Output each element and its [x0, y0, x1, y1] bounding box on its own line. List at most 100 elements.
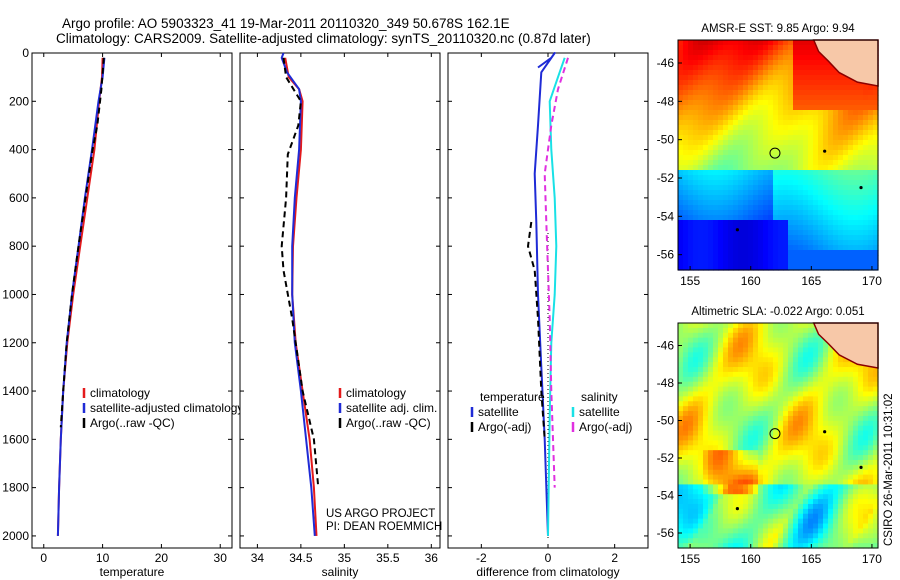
sst-cell	[718, 255, 724, 261]
sla-cell	[763, 538, 769, 544]
sla-cell	[708, 347, 714, 353]
sst-cell	[738, 60, 744, 66]
sst-cell	[778, 240, 784, 246]
sla-cell	[758, 450, 764, 456]
sla-cell	[688, 386, 694, 393]
sst-cell	[728, 65, 734, 71]
sst-cell	[768, 225, 774, 231]
sla-cell	[683, 342, 689, 349]
sst-cell	[708, 265, 714, 271]
sla-cell	[808, 440, 814, 446]
sst-cell	[778, 200, 784, 206]
sst-cell	[858, 120, 864, 126]
sst-cell	[783, 255, 789, 261]
sla-cell	[863, 508, 869, 515]
sst-cell	[733, 230, 739, 236]
sst-cell	[783, 195, 789, 201]
sla-cell	[743, 474, 749, 481]
sla-cell	[693, 323, 699, 329]
sla-cell	[793, 332, 799, 339]
sla-cell	[833, 367, 839, 373]
sla-cell	[728, 391, 734, 397]
sst-cell	[748, 155, 754, 161]
sla-cell	[703, 327, 709, 334]
sst-cell	[718, 265, 724, 271]
sst-cell	[793, 240, 799, 246]
sst-cell	[788, 55, 794, 61]
sla-cell	[793, 381, 799, 388]
sst-cell	[758, 200, 764, 206]
sst-cell	[838, 180, 844, 186]
sla-cell	[753, 430, 759, 437]
sla-cell	[718, 367, 724, 373]
sst-cell	[748, 245, 754, 251]
sla-cell	[758, 371, 764, 378]
sla-cell	[718, 435, 724, 441]
sst-cell	[778, 205, 784, 211]
sla-cell	[693, 425, 699, 432]
sst-cell	[683, 195, 689, 201]
sla-cell	[763, 362, 769, 368]
sst-cell	[723, 180, 729, 186]
sla-cell	[823, 543, 829, 549]
sst-cell	[838, 145, 844, 151]
sst-cell	[763, 145, 769, 151]
sst-cell	[768, 100, 774, 106]
sst-cell	[703, 100, 709, 106]
sst-cell	[868, 180, 874, 186]
sla-cell	[698, 459, 704, 466]
sla-cell	[783, 396, 789, 402]
sst-cell	[783, 175, 789, 181]
sla-cell	[688, 528, 694, 534]
sla-cell	[698, 425, 704, 432]
sst-cell	[853, 175, 859, 181]
sst-cell	[783, 210, 789, 216]
sla-cell	[703, 347, 709, 353]
sla-cell	[803, 450, 809, 456]
sla-cell	[858, 435, 864, 441]
sla-cell	[818, 342, 824, 349]
sla-cell	[748, 367, 754, 373]
sla-cell	[818, 538, 824, 544]
sla-cell	[758, 479, 764, 486]
sla-cell	[748, 415, 754, 422]
sla-cell	[833, 484, 839, 490]
sla-cell	[733, 347, 739, 353]
sst-cell	[713, 75, 719, 81]
sla-cell	[848, 367, 854, 373]
sst-cell	[703, 230, 709, 236]
sla-cell	[798, 367, 804, 373]
sst-cell	[833, 245, 839, 251]
sst-cell	[873, 235, 879, 241]
sst-cell	[748, 140, 754, 146]
sla-cell	[828, 464, 834, 471]
sla-cell	[808, 513, 814, 520]
sla-cell	[718, 406, 724, 412]
sla-cell	[743, 499, 749, 505]
sla-cell	[833, 445, 839, 451]
sst-cell	[758, 100, 764, 106]
temperature-ytick-label: 2000	[2, 529, 29, 543]
sst-cell	[683, 190, 689, 196]
sla-cell	[698, 415, 704, 422]
sst-cell	[743, 125, 749, 131]
sst-cell	[718, 215, 724, 221]
sst-cell	[763, 140, 769, 146]
sla-cell	[818, 459, 824, 466]
sst-cell	[843, 165, 849, 171]
sst-cell	[678, 145, 684, 151]
sla-cell	[833, 533, 839, 539]
sst-cell	[853, 80, 859, 86]
sst-cell	[718, 70, 724, 76]
sst-cell	[763, 125, 769, 131]
sla-cell	[683, 450, 689, 456]
sst-cell	[858, 210, 864, 216]
sla-cell	[723, 494, 729, 500]
sst-cell	[848, 235, 854, 241]
sst-cell	[868, 240, 874, 246]
sla-cell	[788, 376, 794, 383]
sst-cell	[838, 130, 844, 136]
sst-cell	[808, 115, 814, 121]
sst-cell	[758, 85, 764, 91]
sla-cell	[758, 459, 764, 466]
